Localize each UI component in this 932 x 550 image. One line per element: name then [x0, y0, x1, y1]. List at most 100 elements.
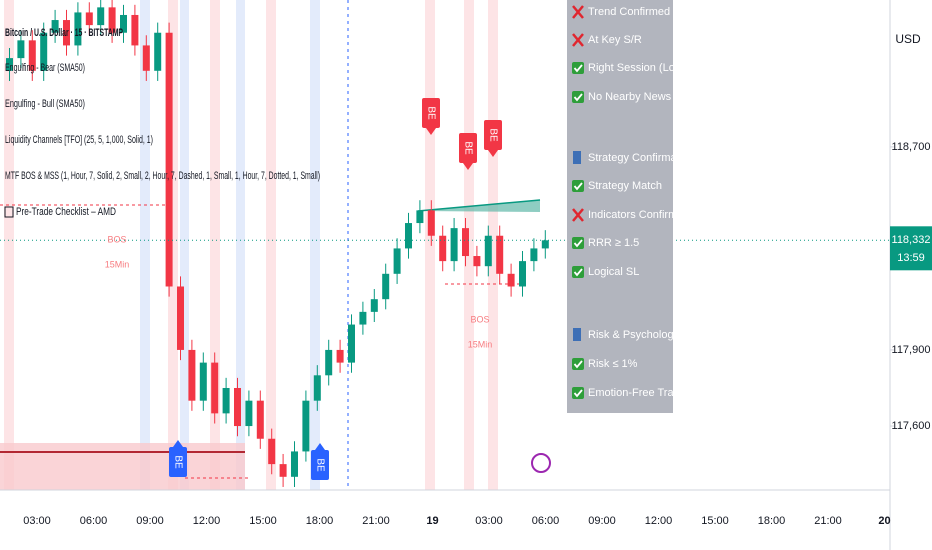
checklist-icon: [4, 206, 14, 218]
axes: 118,332 13:59 118,700 117,900 117,600 03:00 06…: [23, 141, 932, 527]
fail-icon: [572, 33, 584, 47]
indicator-label: Pre-Trade Checklist – AMD: [16, 206, 116, 218]
candle-body: [131, 14, 139, 46]
candle-body: [450, 228, 458, 262]
x-tick-label: 18:00: [758, 515, 786, 527]
candle-body: [325, 349, 333, 376]
session-band: [488, 0, 498, 490]
candle-body: [51, 20, 59, 33]
candle-body: [427, 210, 435, 236]
liquidity-zone: [0, 443, 245, 490]
candle-body: [6, 58, 13, 71]
candle-body: [177, 286, 184, 350]
x-tick-label: 21:00: [814, 515, 842, 527]
be-label: BE: [425, 106, 436, 120]
be-marker-arrow: [426, 128, 436, 135]
check-icon: [572, 237, 584, 249]
check-mark: [573, 389, 583, 398]
check-mark: [573, 239, 583, 248]
candle-body: [245, 400, 253, 427]
fail-icon: [572, 208, 584, 222]
checklist-item: At Key S/R: [588, 34, 642, 46]
x-tick-label: 12:00: [193, 515, 221, 527]
indicator-label: Engulfing - Bear (SMA50): [5, 62, 85, 74]
liquidity-channel-edge: [417, 199, 541, 212]
candle-body: [17, 40, 25, 59]
session-band: [168, 0, 178, 490]
check-icon: [572, 266, 584, 278]
checklist-item: Indicators Confirm: [588, 209, 677, 221]
legend: Bitcoin / U.S. Dollar · 15 · BITSTAMP Eng…: [4, 27, 320, 218]
candle-body: [291, 451, 298, 477]
candle-body: [348, 324, 355, 363]
check-mark: [573, 182, 583, 191]
checklist-item: Right Session (London/NY): [588, 62, 721, 74]
x-tick-label: 21:00: [362, 515, 390, 527]
indicator-label: Liquidity Channels [TFO] (25, 5, 1,000, …: [5, 134, 153, 146]
be-label: BE: [462, 141, 473, 155]
check-icon: [572, 387, 584, 399]
be-label: BE: [314, 458, 325, 472]
candle-body: [507, 273, 515, 287]
candle-body: [382, 273, 390, 300]
check-mark: [573, 93, 583, 102]
candle-body: [63, 20, 70, 46]
candle-body: [222, 387, 230, 414]
be-marker-arrow: [315, 443, 325, 450]
check-mark: [573, 268, 583, 277]
candle-body: [519, 261, 526, 287]
checklist-item: Risk & Psychology: [588, 329, 680, 341]
indicator-label: MTF BOS & MSS (1, Hour, 7, Solid, 2, Sma…: [5, 170, 320, 182]
candle-body: [234, 387, 241, 427]
be-marker-arrow: [173, 440, 183, 447]
candle-body: [473, 256, 481, 267]
section-icon: [573, 328, 581, 341]
candle-body: [40, 32, 48, 71]
time-axis: [0, 490, 932, 550]
candle-body: [256, 400, 264, 439]
session-band: [180, 0, 189, 490]
candle-body: [279, 464, 287, 477]
session-band: [425, 0, 435, 490]
checklist-item: RRR ≥ 1.5: [588, 237, 639, 249]
candle-body: [405, 223, 412, 249]
checklist-panel: [567, 0, 673, 413]
x-tick-label: 19: [426, 515, 438, 527]
be-label: BE: [487, 128, 498, 142]
be-marker-arrow: [488, 150, 498, 157]
candle-body: [541, 240, 549, 249]
fail-icon: [572, 5, 584, 19]
currency: USD: [895, 32, 921, 46]
x-tick-label: 06:00: [80, 515, 108, 527]
candle-body: [393, 248, 401, 274]
candle-body: [359, 311, 367, 325]
candle-body: [74, 12, 82, 46]
candle-body: [370, 299, 378, 312]
candles: [6, 0, 549, 487]
be-marker: [169, 447, 187, 477]
check-mark: [573, 64, 583, 73]
candle-body: [416, 210, 424, 224]
be-marker: [311, 450, 329, 480]
bos-label: 15Min: [105, 259, 130, 269]
session-band: [140, 0, 150, 490]
bos-label: BOS: [470, 314, 489, 324]
be-marker: [422, 98, 440, 128]
candle-body: [165, 32, 173, 287]
bos-label: 15Min: [468, 339, 493, 349]
candle-body: [496, 235, 504, 274]
x-tick-label: 09:00: [136, 515, 164, 527]
session-band: [210, 0, 220, 490]
x-tick-label: 06:00: [532, 515, 560, 527]
checklist-item: No Nearby News: [588, 91, 672, 103]
candle-body: [439, 235, 447, 262]
x-tick-label: 15:00: [701, 515, 729, 527]
session-band: [4, 0, 14, 490]
bos-label: BOS: [107, 234, 126, 244]
candle-body: [211, 362, 219, 414]
checklist-item: Logical SL: [588, 266, 639, 278]
overlay: BE BE BE BE BE BOS 15Min BOS 15Min: [0, 98, 890, 480]
check-mark: [573, 360, 583, 369]
